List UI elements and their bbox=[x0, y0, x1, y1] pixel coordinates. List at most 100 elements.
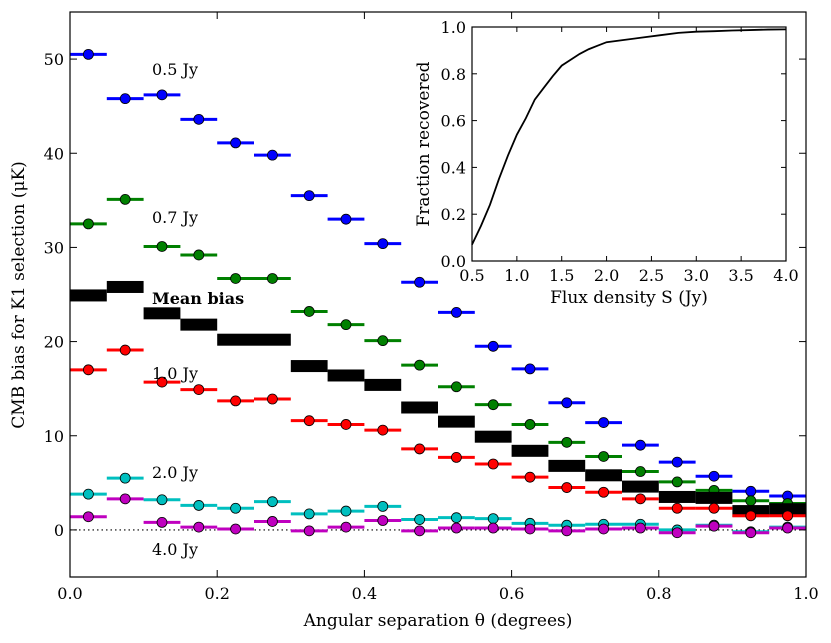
series-1-0-jy bbox=[70, 344, 806, 522]
inset-x-tick-label: 2.5 bbox=[639, 266, 664, 285]
point-0-5-jy-7 bbox=[340, 213, 352, 225]
point-1-0-jy-6 bbox=[303, 415, 315, 427]
main-y-tick-label: 30 bbox=[44, 238, 64, 257]
main-y-tick-label: 40 bbox=[44, 144, 64, 163]
point-1-0-jy-3 bbox=[193, 384, 205, 396]
point-4-0-jy-4 bbox=[230, 523, 242, 535]
mean-bias-bar-16 bbox=[658, 490, 696, 503]
point-1-0-jy-18 bbox=[745, 510, 757, 522]
point-1-0-jy-17 bbox=[708, 502, 720, 514]
point-1-0-jy-15 bbox=[635, 493, 646, 505]
series-4-0-jy bbox=[70, 493, 806, 539]
point-0-7-jy-5 bbox=[266, 273, 278, 284]
point-1-0-jy-16 bbox=[671, 502, 683, 514]
mean-bias-bar-0 bbox=[70, 289, 107, 302]
point-2-0-jy-1 bbox=[119, 472, 131, 484]
point-0-7-jy-16 bbox=[671, 476, 683, 488]
point-4-0-jy-11 bbox=[487, 522, 499, 534]
point-0-7-jy-2 bbox=[156, 241, 168, 252]
mean-bias-bar-11 bbox=[474, 430, 512, 443]
main-tick-layer: 0.0 0.2 0.4 0.6 0.8 1.0 0 10 20 30 40 50 bbox=[44, 12, 819, 603]
main-y-tick-label: 0 bbox=[54, 521, 64, 540]
point-2-0-jy-2 bbox=[156, 494, 168, 506]
mean-bias-bar-17 bbox=[695, 491, 733, 504]
point-4-0-jy-5 bbox=[266, 516, 278, 527]
point-0-7-jy-3 bbox=[193, 249, 205, 261]
point-0-7-jy-15 bbox=[635, 466, 646, 477]
point-4-0-jy-9 bbox=[414, 525, 426, 537]
mean-bias-bar-3 bbox=[180, 318, 218, 331]
point-0-5-jy-8 bbox=[377, 238, 389, 250]
series-0-7-jy bbox=[70, 193, 806, 509]
point-0-5-jy-5 bbox=[266, 149, 278, 161]
point-2-0-jy-4 bbox=[230, 502, 242, 514]
main-y-tick-label: 10 bbox=[44, 427, 64, 446]
point-0-5-jy-1 bbox=[119, 93, 131, 105]
inset-x-tick-label: 2.0 bbox=[594, 266, 619, 285]
inset-plot-frame bbox=[471, 26, 787, 262]
annotation-1-0-jy: 1.0 Jy bbox=[152, 364, 198, 383]
point-0-5-jy-9 bbox=[414, 276, 426, 288]
point-2-0-jy-6 bbox=[303, 508, 315, 520]
point-2-0-jy-8 bbox=[377, 500, 389, 512]
inset-y-tick-label: 0.6 bbox=[441, 112, 466, 131]
mean-bias-bar-5 bbox=[254, 333, 291, 346]
point-0-7-jy-18 bbox=[745, 495, 757, 507]
point-0-5-jy-6 bbox=[303, 190, 315, 202]
point-4-0-jy-1 bbox=[119, 493, 131, 505]
point-1-0-jy-4 bbox=[230, 395, 242, 407]
inset-line-fraction-recovered bbox=[471, 28, 787, 246]
series-mean-bias bbox=[70, 280, 806, 518]
point-1-0-jy-13 bbox=[561, 482, 573, 493]
inset-x-tick-label: 3.0 bbox=[684, 266, 709, 285]
point-1-0-jy-1 bbox=[119, 344, 131, 356]
point-4-0-jy-7 bbox=[340, 521, 352, 533]
point-0-5-jy-3 bbox=[193, 113, 205, 125]
point-0-7-jy-7 bbox=[340, 319, 352, 331]
inset-x-tick-label: 0.5 bbox=[459, 266, 484, 285]
point-0-5-jy-17 bbox=[708, 470, 720, 482]
inset-y-tick-label: 0.2 bbox=[441, 205, 466, 224]
point-4-0-jy-13 bbox=[561, 525, 573, 537]
point-4-0-jy-17 bbox=[708, 520, 720, 532]
point-0-5-jy-11 bbox=[487, 340, 499, 352]
main-x-tick-label: 0.8 bbox=[646, 584, 671, 603]
point-4-0-jy-12 bbox=[524, 523, 536, 535]
series-0-5-jy bbox=[70, 48, 806, 502]
point-0-5-jy-10 bbox=[450, 306, 462, 318]
main-y-tick-label: 20 bbox=[44, 333, 64, 352]
point-4-0-jy-8 bbox=[377, 515, 389, 526]
mean-bias-bar-13 bbox=[548, 459, 586, 472]
inset-plot: 0.5 1.0 1.5 2.0 2.5 3.0 3.5 4.0 0.0 0.2 0.4 0.6 0.8 1… bbox=[414, 18, 799, 308]
point-4-0-jy-6 bbox=[303, 525, 315, 537]
point-0-7-jy-1 bbox=[119, 193, 131, 205]
annotation-0-5-jy: 0.5 Jy bbox=[152, 60, 198, 79]
main-plot-frame bbox=[69, 11, 807, 578]
point-0-5-jy-13 bbox=[561, 397, 573, 409]
mean-bias-bar-9 bbox=[401, 401, 438, 414]
mean-bias-bar-14 bbox=[585, 469, 622, 482]
point-1-0-jy-0 bbox=[83, 364, 94, 376]
point-0-7-jy-11 bbox=[487, 399, 499, 411]
inset-x-axis-label: Flux density S (Jy) bbox=[550, 288, 708, 308]
point-2-0-jy-3 bbox=[193, 500, 205, 511]
point-0-7-jy-9 bbox=[414, 359, 426, 371]
point-4-0-jy-16 bbox=[671, 527, 683, 539]
point-2-0-jy-11 bbox=[487, 513, 499, 525]
point-1-0-jy-11 bbox=[487, 458, 499, 470]
point-0-5-jy-15 bbox=[635, 439, 646, 451]
main-y-tick-label: 50 bbox=[44, 50, 64, 69]
point-4-0-jy-2 bbox=[156, 516, 168, 528]
point-4-0-jy-18 bbox=[745, 527, 757, 539]
point-0-7-jy-13 bbox=[561, 436, 573, 448]
point-0-5-jy-16 bbox=[671, 456, 683, 468]
point-0-5-jy-0 bbox=[83, 48, 94, 60]
point-2-0-jy-0 bbox=[83, 488, 94, 500]
mean-bias-bar-15 bbox=[622, 480, 659, 493]
point-0-5-jy-18 bbox=[745, 485, 757, 497]
mean-bias-bar-2 bbox=[143, 307, 181, 320]
inset-y-tick-label: 0.4 bbox=[441, 158, 466, 177]
point-1-0-jy-9 bbox=[414, 443, 426, 455]
point-0-7-jy-8 bbox=[377, 335, 389, 347]
point-0-7-jy-12 bbox=[524, 419, 536, 430]
